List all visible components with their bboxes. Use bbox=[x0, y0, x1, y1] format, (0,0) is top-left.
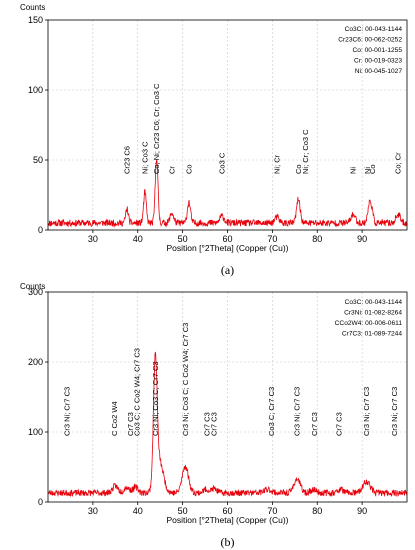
y-tick-label: 200 bbox=[28, 357, 43, 367]
peak-annotation: Cr bbox=[167, 166, 176, 174]
y-tick-label: 300 bbox=[28, 287, 43, 297]
peak-annotation: Co3 C; Cr7 C3 bbox=[267, 387, 276, 436]
legend-entry: Cr3Ni: 01-082-8264 bbox=[344, 310, 402, 317]
peak-annotation: C Co2 W4 bbox=[110, 401, 119, 436]
x-tick-label: 80 bbox=[312, 506, 322, 516]
x-tick-label: 50 bbox=[178, 234, 188, 244]
x-tick-label: 50 bbox=[178, 506, 188, 516]
x-tick-label: 30 bbox=[88, 234, 98, 244]
peak-annotation: Co; Ni; Cr23 C6; Cr; Co3 C bbox=[152, 83, 161, 174]
legend-entry: Co: 00-001-1255 bbox=[353, 47, 403, 54]
peak-annotation: Ni; Cr; Co3 C bbox=[301, 129, 310, 174]
x-axis-label: Position [°2Theta] (Copper (Cu)) bbox=[167, 243, 289, 253]
peak-annotation: Ni bbox=[363, 167, 372, 174]
peak-annotation: Ni bbox=[349, 167, 358, 174]
x-tick-label: 70 bbox=[267, 234, 277, 244]
x-tick-label: 80 bbox=[312, 234, 322, 244]
peak-annotation: Cr3 Ni; Co3 C; Cr7 C3 bbox=[151, 361, 160, 436]
spectrum-line bbox=[47, 351, 408, 498]
panel-label: (b) bbox=[221, 535, 235, 549]
peak-annotation: Cr23 C6 bbox=[123, 146, 132, 174]
y-axis-label: Counts bbox=[20, 3, 45, 12]
peak-annotation: Co3 C; C Co2 W4; Cr7 C3 bbox=[132, 348, 141, 436]
peak-annotation: Cr7 C3 bbox=[202, 412, 211, 436]
x-tick-label: 40 bbox=[133, 506, 143, 516]
y-tick-label: 0 bbox=[38, 225, 43, 235]
legend-entry: Cr23C6: 00-062-0252 bbox=[338, 37, 402, 44]
y-tick-label: 0 bbox=[38, 497, 43, 507]
legend: Co3C: 00-043-1144 Cr3Ni: 01-082-8264 CCo2W… bbox=[335, 299, 403, 338]
peak-annotation: Cr7 C3 bbox=[210, 412, 219, 436]
peak-annotation: Cr3 Ni; Cr7 C3 bbox=[62, 387, 71, 436]
legend-entry: CCo2W4: 00-006-0611 bbox=[335, 320, 403, 327]
peak-annotation: Cr3 Ni; Cr7 C3 bbox=[293, 387, 302, 436]
legend-entry: Co3C: 00-043-1144 bbox=[345, 26, 403, 33]
peak-annotation: Co bbox=[368, 164, 377, 174]
y-tick-label: 100 bbox=[28, 85, 43, 95]
y-tick-label: 150 bbox=[28, 15, 43, 25]
peak-annotation: Co3 C bbox=[218, 152, 227, 174]
x-tick-label: 90 bbox=[357, 506, 367, 516]
x-tick-label: 60 bbox=[222, 234, 232, 244]
legend: Co3C: 00-043-1144 Cr23C6: 00-062-0252 Co: … bbox=[338, 26, 402, 75]
peak-annotation: Cr3 Ni; Cr7 C3 bbox=[362, 387, 371, 436]
x-tick-label: 60 bbox=[222, 506, 232, 516]
peak-annotation: Co bbox=[185, 164, 194, 174]
peak-annotation: Ni; Co3 C bbox=[141, 141, 150, 174]
y-tick-label: 50 bbox=[33, 155, 43, 165]
y-tick-label: 100 bbox=[28, 427, 43, 437]
peak-annotation: Co; Cr bbox=[394, 152, 403, 174]
peak-annotation: Co bbox=[294, 164, 303, 174]
peak-annotation: Cr7 C3 bbox=[126, 412, 135, 436]
x-tick-label: 30 bbox=[88, 506, 98, 516]
legend-entry: Ni: 00-045-1027 bbox=[355, 68, 403, 75]
x-tick-label: 70 bbox=[267, 506, 277, 516]
x-axis-label: Position [°2Theta] (Copper (Cu)) bbox=[167, 515, 289, 525]
peak-annotation: Cr3 Ni; Cr7 C3 bbox=[390, 387, 399, 436]
x-tick-label: 90 bbox=[357, 234, 367, 244]
spectrum-line bbox=[47, 159, 408, 228]
legend-entry: Co3C: 00-043-1144 bbox=[345, 299, 403, 306]
legend-entry: Cr: 00-019-0323 bbox=[354, 58, 402, 65]
peak-annotation: Cr7 C3 bbox=[310, 412, 319, 436]
peak-annotation: Ni; Cr bbox=[272, 154, 281, 174]
peak-annotation: Cr7 C3 bbox=[334, 412, 343, 436]
y-axis-label: Counts bbox=[20, 282, 45, 291]
legend-entry: Cr7C3: 01-089-7244 bbox=[342, 331, 402, 338]
x-tick-label: 40 bbox=[133, 234, 143, 244]
chart-panel-a: 30 40 50 60 70 80 90 0 50 100 150 Counts Position [°… bbox=[20, 3, 408, 277]
peak-annotation: Cr3 Ni; Co3 C; C Co2 W4; Cr7 C3 bbox=[181, 323, 190, 436]
panel-label: (a) bbox=[221, 263, 234, 277]
